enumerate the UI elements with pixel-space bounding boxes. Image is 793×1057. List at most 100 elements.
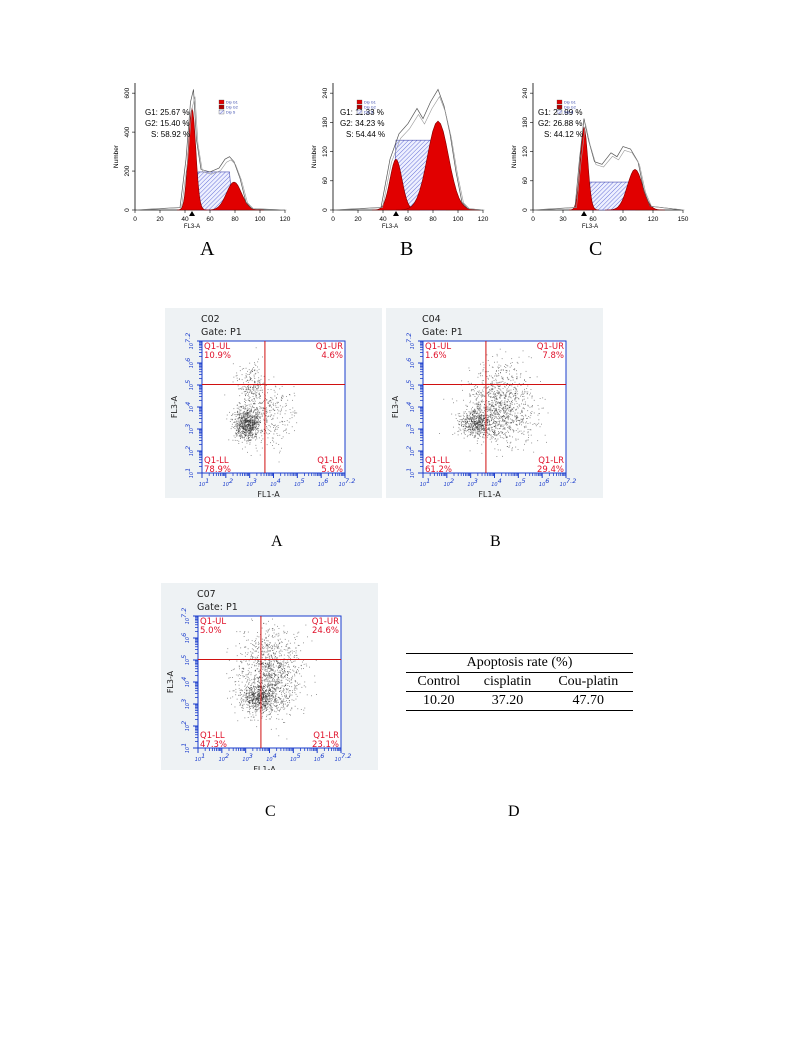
event-dot <box>240 675 242 676</box>
event-dot <box>494 391 495 393</box>
event-dot <box>279 663 281 665</box>
event-dot <box>286 645 287 647</box>
event-dot <box>288 433 290 434</box>
event-dot <box>239 409 241 411</box>
event-dot <box>235 424 237 426</box>
event-dot <box>250 719 251 721</box>
event-dot <box>480 363 481 365</box>
event-dot <box>286 644 287 646</box>
event-dot <box>247 698 248 700</box>
event-dot <box>517 449 519 450</box>
event-dot <box>276 633 278 635</box>
event-dot <box>286 396 287 397</box>
event-dot <box>474 412 475 414</box>
event-dot <box>246 404 248 406</box>
event-dot <box>468 427 469 428</box>
event-dot <box>257 385 259 387</box>
event-dot <box>267 645 269 647</box>
event-dot <box>493 422 495 424</box>
event-dot <box>465 426 467 428</box>
event-dot <box>471 420 473 422</box>
event-dot <box>254 677 255 679</box>
event-dot <box>252 694 254 696</box>
event-dot <box>515 396 517 398</box>
event-dot <box>479 423 480 425</box>
event-dot <box>512 396 514 397</box>
event-dot <box>479 416 481 417</box>
event-dot <box>256 450 258 452</box>
event-dot <box>500 431 502 433</box>
event-dot <box>499 412 501 414</box>
event-dot <box>268 634 270 636</box>
event-dot <box>232 363 234 365</box>
event-dot <box>497 425 499 427</box>
event-dot <box>239 414 240 416</box>
event-dot <box>263 704 265 706</box>
event-dot <box>268 684 270 686</box>
event-dot <box>242 428 244 430</box>
event-dot <box>249 695 251 697</box>
event-dot <box>278 632 280 634</box>
event-dot <box>276 645 278 647</box>
event-dot <box>494 375 496 377</box>
event-dot <box>471 421 473 423</box>
event-dot <box>487 360 489 361</box>
event-dot <box>248 413 250 415</box>
event-dot <box>281 385 283 387</box>
event-dot <box>251 422 253 423</box>
event-dot <box>253 697 255 699</box>
event-dot <box>292 652 293 654</box>
event-dot <box>251 393 253 394</box>
event-dot <box>304 681 306 683</box>
event-dot <box>276 661 278 663</box>
event-dot <box>512 410 514 412</box>
event-dot <box>511 402 513 404</box>
event-dot <box>257 632 258 633</box>
event-dot <box>271 674 273 676</box>
event-dot <box>286 420 288 422</box>
event-dot <box>488 386 490 388</box>
event-dot <box>476 418 477 419</box>
event-dot <box>498 414 500 415</box>
event-dot <box>280 690 282 692</box>
event-dot <box>291 650 293 652</box>
event-dot <box>280 662 282 664</box>
event-dot <box>486 414 488 416</box>
event-dot <box>256 692 258 693</box>
event-dot <box>527 410 529 412</box>
event-dot <box>459 421 461 422</box>
event-dot <box>509 406 511 408</box>
event-dot <box>253 693 255 695</box>
event-dot <box>242 676 244 678</box>
event-dot <box>519 421 521 423</box>
event-dot <box>463 431 465 433</box>
event-dot <box>501 395 503 396</box>
event-dot <box>515 394 517 396</box>
event-dot <box>492 418 494 420</box>
event-dot <box>258 386 260 388</box>
event-dot <box>255 712 257 714</box>
event-dot <box>238 413 240 415</box>
event-dot <box>512 383 513 384</box>
event-dot <box>259 417 261 419</box>
event-dot <box>272 664 274 666</box>
legend-label: Dip S <box>364 111 374 115</box>
dot-cloud <box>217 618 317 740</box>
event-dot <box>266 411 268 413</box>
event-dot <box>268 403 269 404</box>
event-dot <box>257 681 258 682</box>
event-dot <box>255 692 256 693</box>
event-dot <box>529 422 531 424</box>
event-dot <box>525 391 527 393</box>
event-dot <box>509 418 511 420</box>
event-dot <box>255 646 257 647</box>
event-dot <box>269 433 270 434</box>
event-dot <box>471 418 473 420</box>
event-dot <box>286 698 288 699</box>
event-dot <box>238 694 240 696</box>
event-dot <box>474 412 476 413</box>
event-dot <box>478 428 480 430</box>
event-dot <box>483 407 485 409</box>
event-dot <box>263 697 265 699</box>
event-dot <box>271 707 273 709</box>
